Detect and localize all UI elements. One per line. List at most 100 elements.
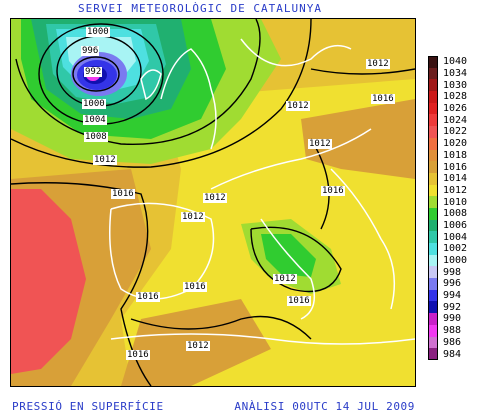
isobar-label: 996 [81, 46, 100, 56]
legend-label: 1040 [443, 56, 468, 68]
legend-swatch [428, 196, 438, 208]
legend-swatch [428, 243, 438, 255]
isobar-label: 1000 [86, 27, 110, 37]
zone-1018-east [301, 99, 415, 179]
legend-swatch [428, 254, 438, 267]
legend-row: 984 [428, 348, 478, 360]
legend-label: 992 [443, 301, 462, 313]
isobar-label: 1012 [308, 139, 332, 149]
isobar-label: 1016 [136, 292, 160, 302]
legend-label: 1034 [443, 68, 468, 80]
legend-row: 990 [428, 313, 478, 325]
isobar-label: 1004 [83, 115, 107, 125]
legend-swatch [428, 348, 438, 360]
legend-label: 1024 [443, 114, 468, 126]
legend-label: 1000 [443, 255, 468, 267]
legend-swatch [428, 231, 438, 243]
legend-label: 996 [443, 278, 462, 290]
legend-label: 1012 [443, 184, 468, 196]
legend-swatch [428, 137, 438, 150]
coastlines [109, 38, 415, 345]
legend-label: 988 [443, 325, 462, 337]
isobar-label: 1012 [186, 341, 210, 351]
legend-row: 1008 [428, 207, 478, 220]
legend-label: 1016 [443, 161, 468, 173]
isobar-1016-west [11, 182, 152, 386]
legend-swatch [428, 102, 438, 115]
coast-balkans [330, 168, 396, 310]
legend-label: 1018 [443, 149, 468, 161]
legend-label: 1020 [443, 138, 468, 150]
isobar-1012-low [250, 226, 342, 293]
pressure-legend: 1040 1034 1030 1028 1026 1024 1022 1020 1018 1016… [428, 56, 478, 360]
legend-row: 998 [428, 266, 478, 279]
legend-row: 1006 [428, 219, 478, 232]
legend-label: 1008 [443, 208, 468, 220]
isobar-label: 1016 [183, 282, 207, 292]
isobar-label: 1012 [366, 59, 390, 69]
isobar-label: 1012 [181, 212, 205, 222]
legend-row: 988 [428, 324, 478, 337]
coast-africa [110, 333, 415, 345]
isobar-label: 1012 [203, 193, 227, 203]
coast-scandinavia [240, 38, 352, 67]
legend-row: 1012 [428, 184, 478, 197]
legend-swatch [428, 172, 438, 185]
legend-row: 992 [428, 301, 478, 314]
legend-row: 1018 [428, 149, 478, 162]
zone-1022-west [11, 189, 86, 374]
pressure-map: 1000 996 992 1000 1004 1008 1012 1016 1016 1012 10… [10, 18, 416, 387]
legend-swatch [428, 289, 438, 302]
legend-row: 1040 [428, 56, 478, 68]
isobar-label: 1012 [286, 101, 310, 111]
legend-label: 1028 [443, 91, 468, 103]
legend-row: 1024 [428, 114, 478, 127]
legend-swatch [428, 67, 438, 80]
coast-italy [260, 218, 316, 320]
legend-label: 1002 [443, 243, 468, 255]
legend-row: 986 [428, 336, 478, 349]
legend-swatch [428, 114, 438, 127]
isobar-1008 [15, 19, 261, 146]
legend-row: 1002 [428, 243, 478, 255]
map-header: SERVEI METEOROLÒGIC DE CATALUNYA [78, 2, 322, 15]
isobar-1012-south [130, 315, 312, 340]
legend-swatch [428, 149, 438, 162]
isobar-label: 1008 [84, 132, 108, 142]
isobar-label: 1016 [287, 296, 311, 306]
legend-label: 1022 [443, 126, 468, 138]
legend-swatch [428, 278, 438, 290]
legend-label: 986 [443, 336, 462, 348]
isobar-label: 1012 [273, 274, 297, 284]
pressure-map-svg [11, 19, 415, 386]
legend-row: 1028 [428, 91, 478, 103]
isobar-label: 1016 [126, 350, 150, 360]
coast-britain [160, 48, 217, 150]
legend-row: 1004 [428, 231, 478, 243]
isobar-label: 1016 [371, 94, 395, 104]
legend-label: 998 [443, 266, 462, 278]
legend-row: 1026 [428, 102, 478, 115]
legend-label: 1026 [443, 103, 468, 115]
isobar-1012-north [11, 19, 312, 168]
legend-swatch [428, 184, 438, 197]
legend-swatch [428, 313, 438, 325]
isobar-label: 1000 [82, 99, 106, 109]
isobar-996 [72, 56, 120, 92]
legend-label: 984 [443, 348, 462, 360]
legend-swatch [428, 56, 438, 68]
legend-swatch [428, 161, 438, 173]
legend-label: 1030 [443, 79, 468, 91]
legend-label: 990 [443, 313, 462, 325]
map-footer-left: PRESSIÓ EN SUPERFÍCIE [12, 400, 164, 413]
legend-swatch [428, 91, 438, 103]
isobar-label: 1012 [93, 155, 117, 165]
legend-row: 1000 [428, 254, 478, 267]
legend-swatch [428, 336, 438, 349]
map-footer-right: ANÀLISI 00UTC 14 JUL 2009 [234, 400, 415, 413]
legend-label: 1010 [443, 196, 468, 208]
legend-label: 994 [443, 290, 462, 302]
legend-row: 1030 [428, 79, 478, 92]
legend-label: 1014 [443, 173, 468, 185]
legend-label: 1006 [443, 219, 468, 231]
